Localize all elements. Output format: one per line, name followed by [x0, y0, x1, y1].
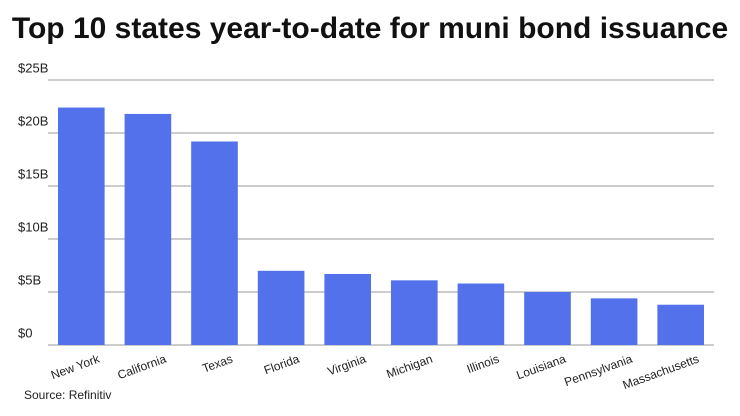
bar: [657, 304, 705, 345]
bar: [324, 273, 372, 345]
y-tick-label: $20B: [18, 113, 48, 128]
bar: [257, 270, 305, 345]
bar: [457, 283, 505, 345]
chart-title: Top 10 states year-to-date for muni bond…: [12, 12, 728, 45]
bar: [191, 141, 238, 345]
y-tick-label: $10B: [18, 219, 48, 234]
y-tick-label: $25B: [18, 60, 48, 75]
y-tick-label: $5B: [18, 272, 41, 287]
y-tick-label: $0: [18, 325, 32, 340]
bar: [124, 113, 172, 345]
bar: [57, 107, 105, 345]
bar: [524, 292, 571, 345]
source: Source: Refinitiv: [24, 388, 111, 402]
bar: [390, 280, 438, 345]
y-tick-label: $15B: [18, 166, 48, 181]
bar: [590, 298, 638, 345]
